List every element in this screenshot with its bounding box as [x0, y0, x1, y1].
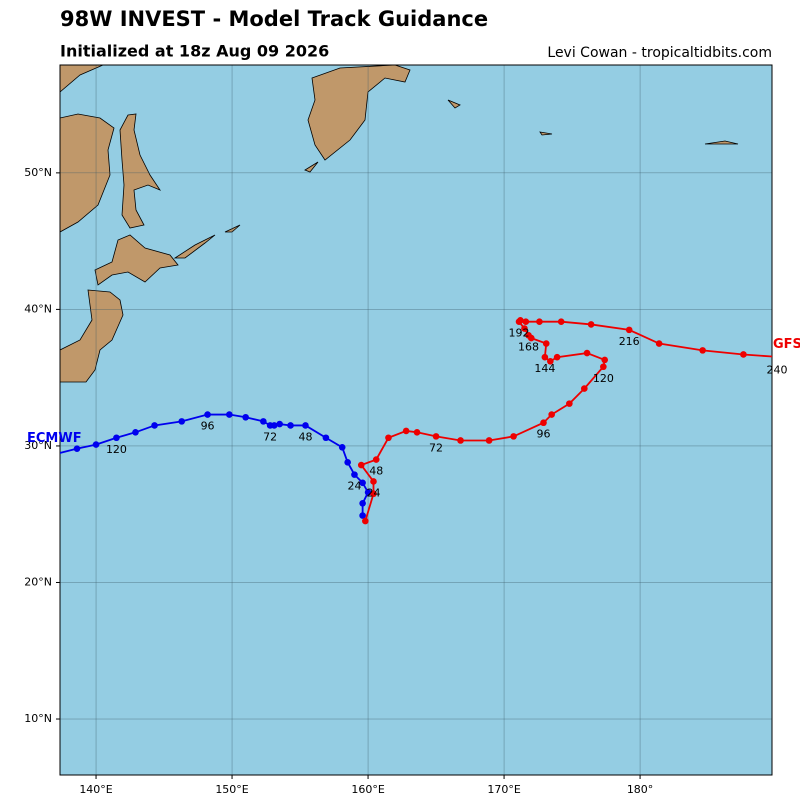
hour-label: 96: [537, 428, 551, 441]
track-point: [204, 411, 211, 418]
track-point: [521, 325, 528, 332]
track-point: [525, 332, 532, 339]
track-point: [260, 418, 267, 425]
track-point: [370, 490, 377, 498]
track-point: [540, 419, 547, 427]
y-tick-label: 10°N: [24, 712, 52, 725]
x-tick-label: 170°E: [487, 783, 520, 796]
track-point: [548, 411, 555, 418]
series-label: GFS: [773, 337, 800, 352]
track-point: [322, 434, 330, 442]
track-point: [547, 357, 554, 365]
track-point: [132, 428, 139, 436]
track-point: [583, 349, 591, 357]
track-point: [457, 437, 464, 444]
hour-label: 24: [347, 480, 361, 493]
credit: Levi Cowan - tropicaltidbits.com: [547, 45, 772, 61]
hour-label: 48: [298, 430, 312, 443]
track-point: [302, 422, 309, 429]
track-point: [432, 433, 440, 440]
track-point: [566, 400, 573, 407]
track-point: [242, 413, 249, 421]
track-point: [266, 422, 274, 429]
x-tick-label: 150°E: [215, 783, 248, 796]
track-point: [370, 478, 377, 485]
track-point: [92, 441, 100, 448]
hour-label: 240: [767, 364, 788, 377]
y-tick-label: 20°N: [24, 575, 52, 588]
track-point: [541, 353, 549, 361]
y-tick-label: 50°N: [24, 166, 52, 179]
map-frame: [59, 64, 773, 776]
hour-label: 144: [534, 362, 555, 375]
track-point: [625, 326, 633, 334]
track-point: [740, 351, 747, 358]
track-point: [338, 444, 346, 451]
hour-label: 96: [201, 420, 215, 433]
track-point: [402, 427, 410, 435]
track-point: [151, 422, 158, 429]
track-point: [601, 356, 609, 364]
x-tick-label: 180°: [627, 783, 654, 796]
track-point: [359, 499, 366, 507]
track-point: [276, 420, 283, 428]
y-tick-label: 30°N: [24, 439, 52, 452]
track-point: [46, 452, 53, 459]
track-point: [536, 318, 543, 325]
hour-label: 216: [619, 335, 640, 348]
hour-label: 192: [509, 327, 530, 340]
y-tick-label: 40°N: [24, 302, 52, 315]
track-point: [581, 385, 588, 392]
track-point: [362, 517, 369, 525]
track-point: [351, 471, 358, 478]
hour-label: 120: [593, 372, 614, 385]
chart-subtitle: Initialized at 18z Aug 09 2026: [60, 42, 329, 61]
track-point: [287, 422, 294, 429]
track-point: [655, 340, 663, 347]
tracks: [46, 317, 772, 525]
series-label: ECMWF: [27, 431, 82, 446]
track-point: [359, 479, 366, 487]
hour-label: 120: [106, 443, 127, 456]
x-tick-label: 160°E: [351, 783, 384, 796]
track-point: [73, 445, 81, 452]
hour-label: 72: [429, 441, 443, 454]
track-point: [226, 411, 233, 418]
track-point: [178, 418, 186, 425]
hour-label: 24: [366, 486, 380, 499]
track-point: [557, 318, 565, 325]
track-point: [372, 456, 380, 463]
ocean: [60, 65, 772, 775]
track-point: [113, 434, 120, 442]
track-point: [485, 437, 493, 444]
track-point: [413, 428, 421, 436]
track-point: [522, 318, 530, 325]
track-point: [600, 363, 607, 371]
x-tick-label: 140°E: [79, 783, 112, 796]
chart-title: 98W INVEST - Model Track Guidance: [60, 7, 488, 31]
track-point: [510, 433, 517, 440]
track-point: [359, 512, 366, 519]
track-point: [517, 317, 524, 324]
track-point: [542, 340, 550, 347]
track-point: [364, 489, 372, 496]
hour-label: 72: [263, 430, 277, 443]
track-point: [385, 434, 392, 442]
hour-label: 168: [518, 340, 539, 353]
hour-label: 48: [369, 465, 383, 478]
land: [60, 65, 739, 383]
track-point: [553, 353, 561, 361]
track-point: [357, 461, 365, 469]
track-point: [699, 347, 706, 354]
track-point: [587, 321, 595, 328]
track-point: [344, 459, 351, 466]
